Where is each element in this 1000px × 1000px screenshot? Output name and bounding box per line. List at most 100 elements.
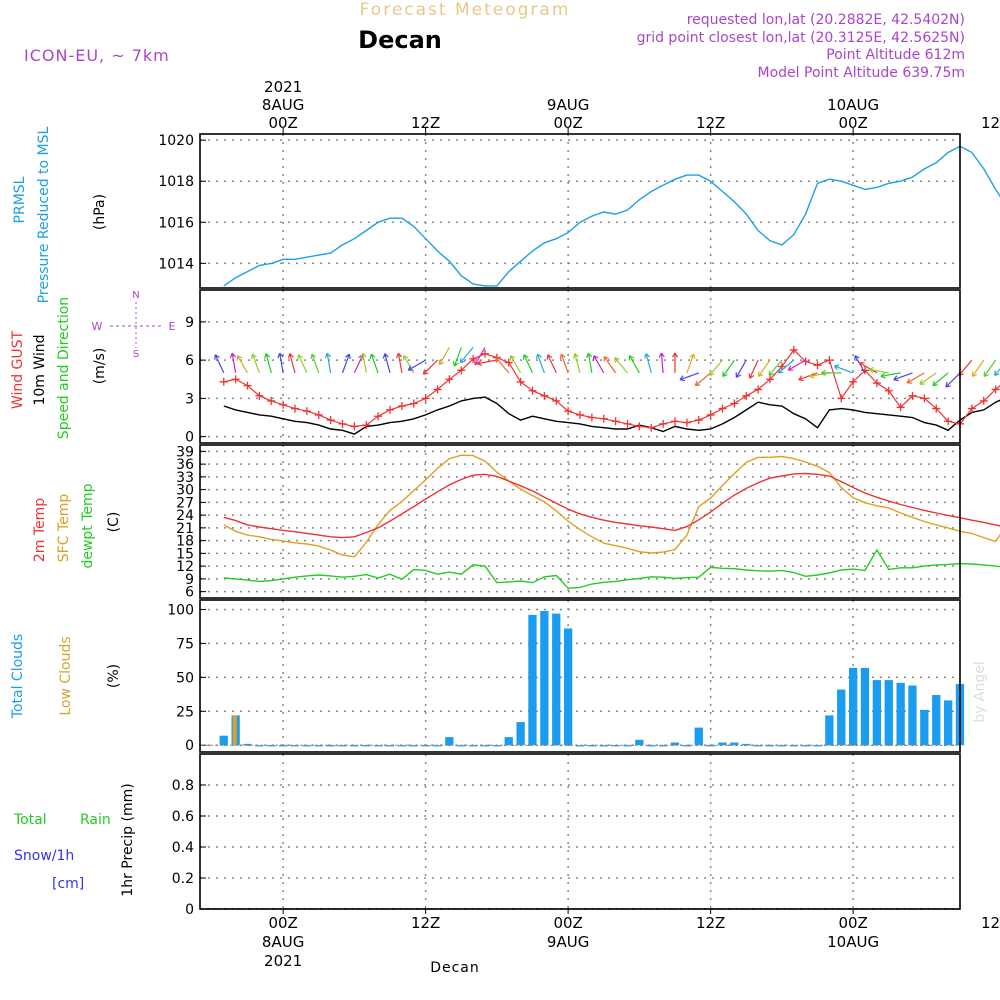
- total-cloud-bar: [872, 680, 881, 746]
- total-cloud-bar: [575, 745, 585, 747]
- total-cloud-bar: [421, 745, 430, 747]
- total-cloud-bar: [314, 745, 323, 747]
- panel-frame: [199, 599, 961, 753]
- total-cloud-bar: [374, 745, 383, 747]
- wind-direction-arrow: [559, 353, 569, 374]
- gust-marker: [457, 366, 466, 375]
- total-cloud-bar: [789, 745, 798, 747]
- gust-marker: [587, 413, 596, 422]
- total-cloud-bar: [255, 745, 264, 747]
- temp-dew-label: dewpt Temp: [80, 483, 96, 568]
- y-tick-label: 1014: [158, 256, 194, 272]
- wind-direction-arrow: [382, 353, 391, 374]
- wind-direction-arrow: [535, 353, 545, 374]
- total-cloud-bar: [480, 745, 490, 747]
- wind-direction-arrow: [229, 352, 237, 374]
- wind-10m-label: 10m Wind: [32, 334, 48, 405]
- y-tick-label: 30: [176, 483, 194, 499]
- gust-marker: [742, 391, 751, 400]
- y-tick-label: 1018: [158, 174, 194, 190]
- wind-unit: (m/s): [92, 348, 108, 385]
- panel-frame: [199, 289, 961, 444]
- total-cloud-bar: [279, 745, 288, 747]
- wind-direction-arrow: [250, 353, 260, 374]
- pressure-label-prmsl: PRMSL: [12, 176, 28, 223]
- wind-direction-arrow: [495, 357, 510, 374]
- wind-direction-arrow: [214, 354, 225, 374]
- wind-direction-arrow: [324, 352, 332, 374]
- wind-direction-arrow: [658, 352, 665, 373]
- gust-marker: [433, 385, 442, 394]
- wind-direction-arrow: [919, 372, 937, 385]
- gust-marker: [421, 394, 430, 403]
- wind-direction-arrow: [735, 359, 747, 378]
- dewpoint-line: [223, 548, 1000, 589]
- gust-marker: [671, 417, 679, 426]
- wind-direction-arrow: [509, 355, 522, 374]
- precip-cm-label: [cm]: [52, 876, 84, 892]
- wind-direction-arrow: [994, 368, 1000, 376]
- total-cloud-bar: [350, 745, 359, 747]
- total-cloud-bar: [860, 667, 870, 746]
- low-clouds-label: Low Clouds: [58, 636, 74, 715]
- total-cloud-bar: [623, 745, 632, 747]
- gust-marker: [326, 416, 335, 425]
- total-cloud-bar: [670, 742, 680, 746]
- y-tick-label: 24: [176, 508, 194, 524]
- y-tick-label: 25: [176, 704, 194, 720]
- total-cloud-bar: [552, 613, 561, 746]
- wind-direction-arrow: [452, 347, 462, 367]
- total-cloud-bar: [457, 745, 466, 747]
- wind-direction-arrow: [614, 357, 628, 374]
- gust-marker: [374, 412, 383, 421]
- top-time-label: 00Z: [553, 114, 582, 132]
- y-tick-label: 15: [176, 546, 194, 562]
- y-tick-label: 75: [176, 636, 194, 652]
- gust-marker: [255, 391, 264, 400]
- wind-direction-arrow: [671, 352, 679, 373]
- wind-direction-arrow: [768, 359, 783, 376]
- cloud-unit: (%): [106, 664, 122, 688]
- gust-marker: [219, 377, 228, 386]
- precip-snow-label: Snow/1h: [14, 848, 74, 864]
- bottom-time-label: 00Z: [553, 914, 582, 932]
- gust-marker: [908, 391, 917, 400]
- wind-gust-line: [223, 348, 1000, 429]
- gust-marker: [706, 410, 715, 419]
- footer-location: Decan: [430, 960, 480, 976]
- total-cloud-bar: [599, 745, 608, 747]
- gust-marker: [932, 404, 941, 413]
- gust-marker: [599, 414, 608, 423]
- wind-direction-arrow: [277, 352, 284, 374]
- wind-direction-arrow: [264, 353, 272, 374]
- total-cloud-bar: [718, 742, 727, 746]
- wind-direction-arrow: [833, 364, 854, 374]
- top-year-label: 2021: [264, 78, 302, 96]
- panel-wind: [200, 290, 960, 443]
- bottom-time-label: 12Z: [411, 914, 440, 932]
- bottom-time-label: 00Z: [268, 914, 297, 932]
- total-cloud-bar: [290, 745, 300, 747]
- gust-marker: [623, 419, 632, 428]
- wind-direction-arrow: [868, 367, 889, 374]
- gust-marker: [813, 361, 822, 370]
- wind-direction-arrow: [628, 355, 640, 374]
- gust-marker: [659, 419, 668, 428]
- wind-direction-arrow: [958, 359, 973, 376]
- total-cloud-bar: [825, 715, 834, 746]
- wind-direction-arrow: [438, 347, 450, 366]
- gust-marker: [481, 349, 489, 358]
- wind-direction-arrow: [459, 347, 474, 364]
- temp-2m-label: 2m Temp: [32, 498, 48, 562]
- temp-sfc-label: SFC Temp: [56, 494, 72, 563]
- gust-marker: [849, 377, 858, 386]
- point-altitude: Point Altitude 612m: [826, 47, 965, 63]
- total-clouds-label: Total Clouds: [10, 634, 26, 719]
- precip-unit: 1hr Precip (mm): [120, 783, 136, 896]
- gust-marker: [231, 375, 240, 384]
- bottom-date-label: 10AUG: [827, 933, 879, 951]
- precip-total-label: Total: [13, 812, 47, 828]
- total-cloud-bar: [777, 745, 786, 747]
- wind-direction-arrow: [694, 372, 711, 387]
